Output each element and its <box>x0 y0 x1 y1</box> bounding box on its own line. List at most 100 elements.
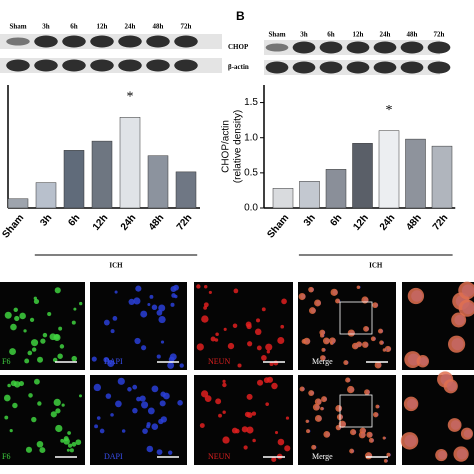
annotation: * <box>127 90 134 105</box>
cell <box>141 401 149 409</box>
cell <box>362 341 369 348</box>
cell <box>71 355 77 362</box>
cell <box>266 376 274 383</box>
cell <box>115 400 122 408</box>
cell <box>227 342 235 350</box>
cell <box>372 302 379 309</box>
cell <box>319 329 326 336</box>
cell <box>91 356 97 362</box>
cell <box>215 332 219 336</box>
cell <box>10 380 17 387</box>
cell <box>42 332 48 338</box>
cell <box>142 428 148 434</box>
blot-band <box>118 59 142 72</box>
cell <box>49 333 57 341</box>
cell <box>179 363 184 368</box>
cell <box>9 429 13 433</box>
cell <box>110 329 115 334</box>
blot-band <box>34 35 58 48</box>
cell <box>265 343 273 351</box>
bar <box>352 143 373 209</box>
bar <box>299 181 320 209</box>
cell <box>156 309 163 316</box>
cell <box>158 304 166 312</box>
bar <box>175 171 197 209</box>
zoom-box <box>339 301 373 335</box>
cell <box>96 416 101 420</box>
cell <box>447 418 462 432</box>
bar <box>147 155 169 209</box>
blot-band <box>427 41 451 54</box>
cell <box>223 327 227 331</box>
cell <box>33 298 40 305</box>
cell <box>140 310 148 318</box>
lane-label: 6h <box>70 23 78 31</box>
channel-label: Merge <box>312 452 333 461</box>
cell <box>246 426 254 434</box>
cell <box>254 328 262 336</box>
cell <box>136 396 141 402</box>
cell <box>203 302 209 308</box>
cell <box>9 348 16 355</box>
cell <box>458 299 474 317</box>
cell <box>210 336 216 342</box>
cell <box>71 320 76 325</box>
cell <box>12 402 18 409</box>
blot-band <box>174 35 198 48</box>
cell <box>271 382 278 390</box>
cell <box>274 430 279 435</box>
cell <box>160 416 167 423</box>
cell <box>40 338 46 344</box>
cell <box>453 446 469 462</box>
cell <box>134 337 141 345</box>
channel-label: DAPI <box>104 452 123 461</box>
y-axis-label: (relative density) <box>233 110 244 183</box>
cell <box>314 414 322 422</box>
cell <box>306 429 310 434</box>
cell <box>3 394 11 402</box>
bar <box>431 145 453 209</box>
cell <box>156 354 161 359</box>
cell <box>28 393 33 398</box>
cell <box>252 438 256 443</box>
lane-label: 48h <box>407 31 418 39</box>
cell <box>458 281 474 300</box>
cell <box>345 377 351 383</box>
cell <box>383 459 388 463</box>
cell <box>25 446 33 453</box>
cell <box>323 431 331 438</box>
lane-label: Sham <box>9 23 26 31</box>
lane-label: 24h <box>125 23 136 31</box>
cell <box>400 432 419 450</box>
cell <box>280 324 285 329</box>
cell <box>284 445 291 452</box>
blot-band <box>6 37 30 46</box>
cell <box>19 312 26 320</box>
cell <box>222 436 230 444</box>
cell <box>27 350 33 356</box>
cell <box>285 416 290 420</box>
cell <box>135 285 142 292</box>
cell <box>132 384 138 390</box>
cell <box>374 361 382 369</box>
cell <box>167 361 175 369</box>
cell <box>269 361 274 366</box>
cell <box>261 355 267 361</box>
cell <box>127 387 132 392</box>
cell <box>382 348 387 352</box>
lane-label: 24h <box>380 31 391 39</box>
blot-band <box>118 35 142 48</box>
blot-band <box>427 61 451 74</box>
cell <box>343 360 349 366</box>
cell <box>321 396 327 403</box>
cell <box>361 296 369 304</box>
cell <box>69 448 74 453</box>
bar <box>35 182 57 209</box>
cell <box>53 398 61 407</box>
lane-label: 12h <box>97 23 108 31</box>
cell <box>170 285 177 292</box>
cell <box>132 407 138 414</box>
blot-band <box>292 61 316 74</box>
cell <box>37 401 42 406</box>
